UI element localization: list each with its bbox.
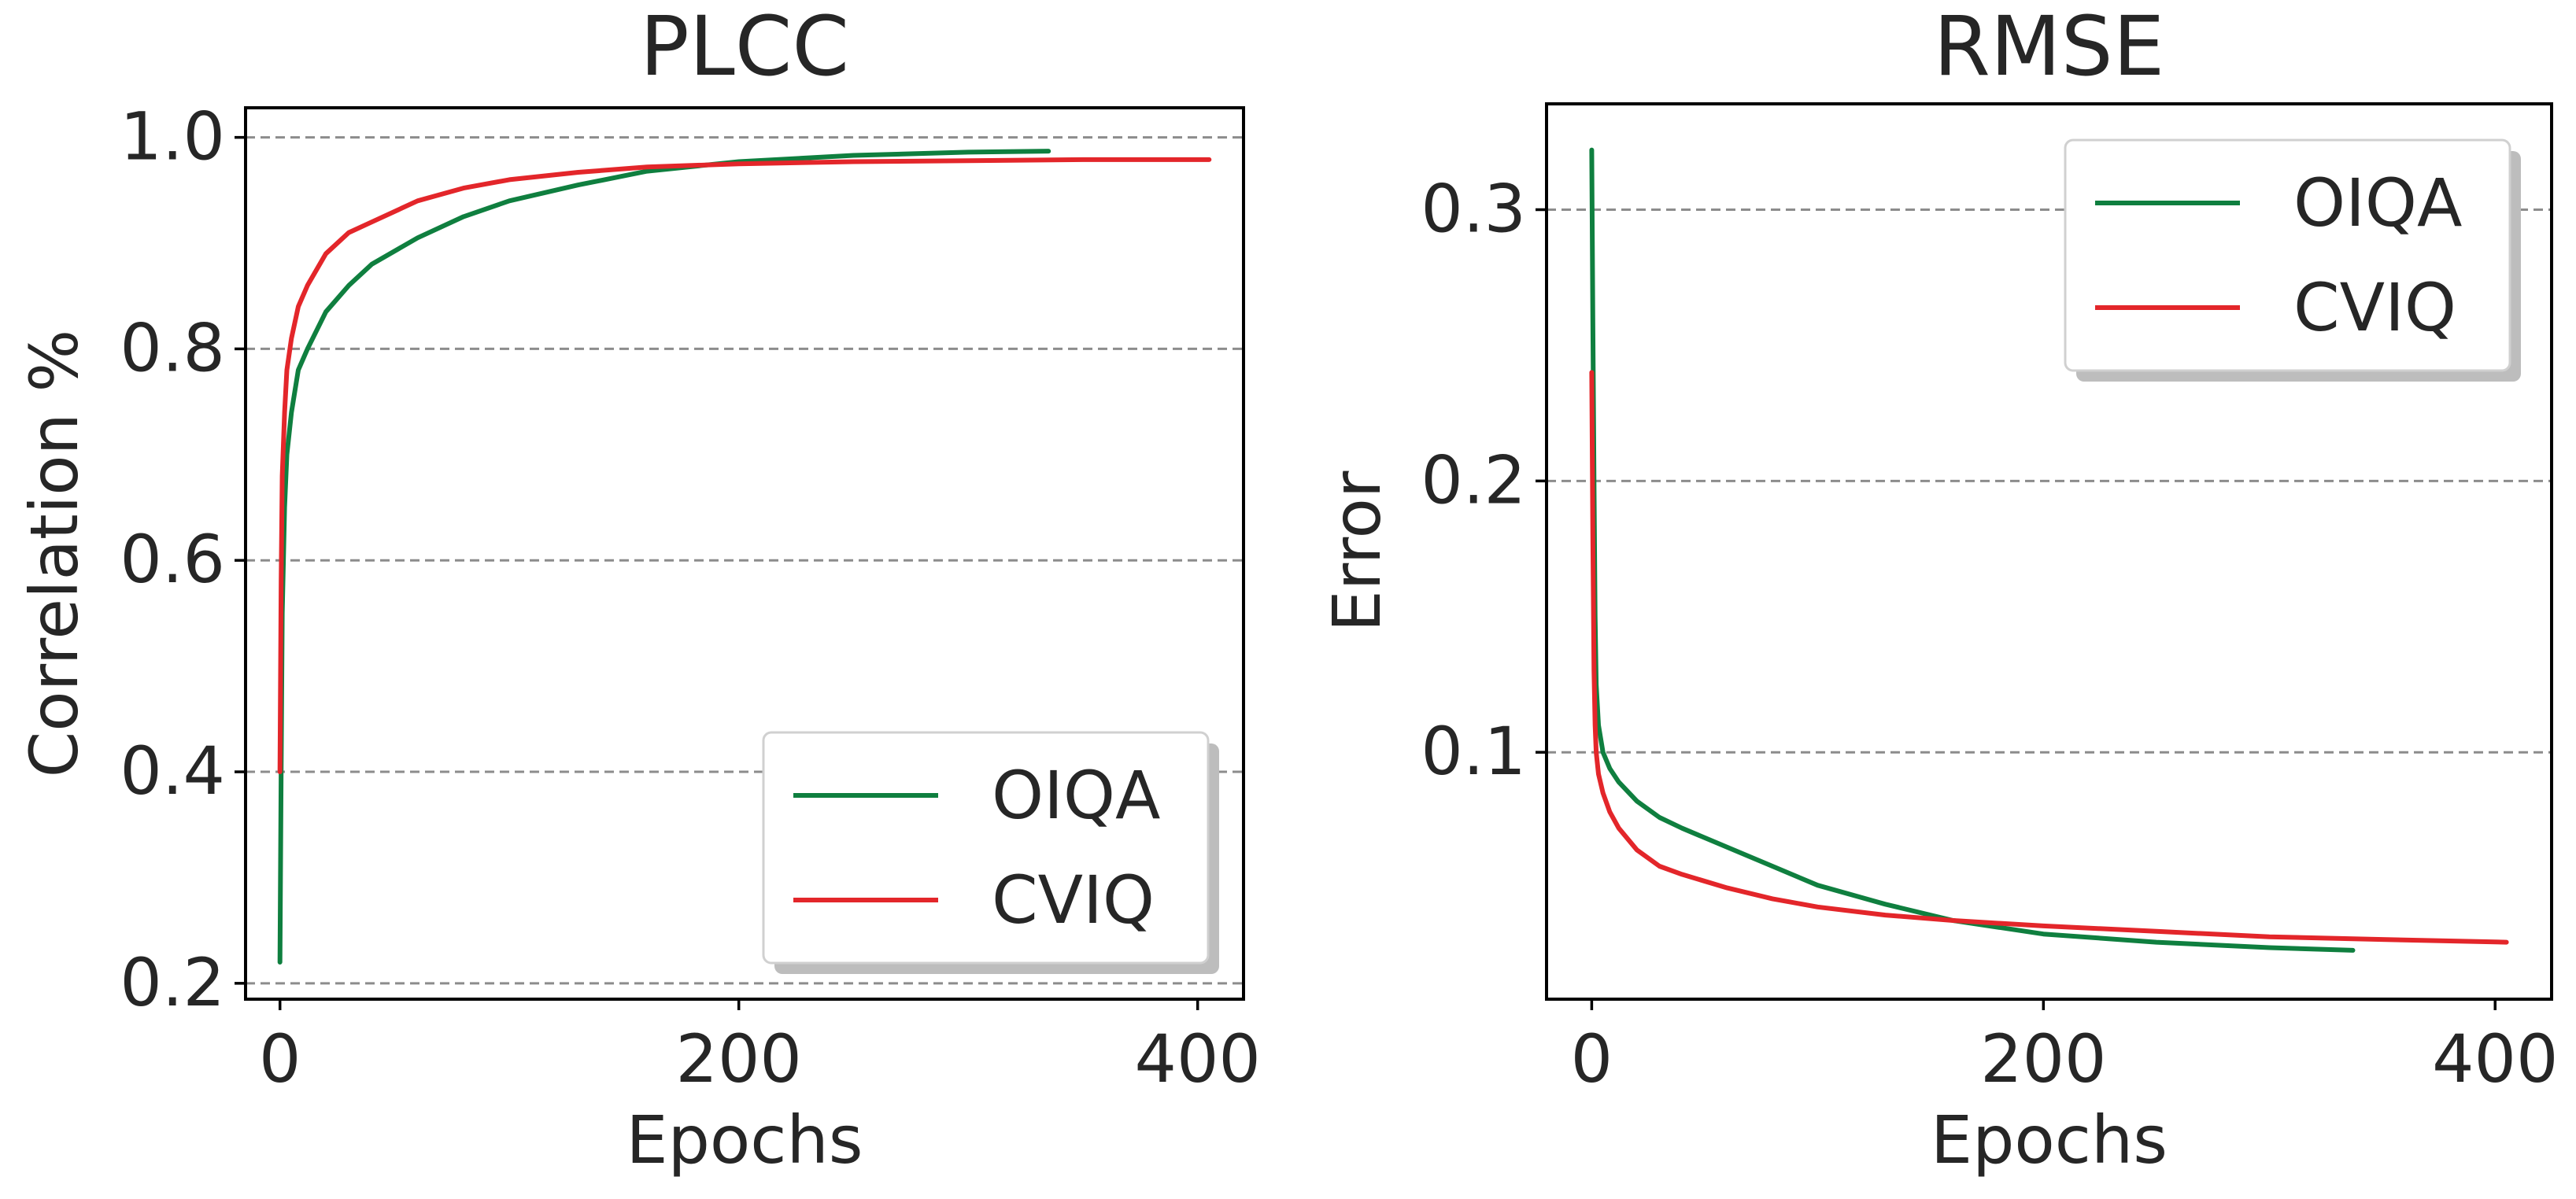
rmse-chart: 0.1 0.2 0.3 0 200 400 RMSE Epochs Error OIQA CVIQ — [1318, 0, 2558, 1179]
y-tick-label: 0.1 — [1421, 713, 1526, 790]
x-tick-label: 200 — [1980, 1020, 2106, 1098]
series-group — [1589, 147, 2509, 953]
chart-title: RMSE — [1934, 0, 2165, 94]
x-tick-label: 200 — [676, 1020, 802, 1098]
y-tick-label: 0.2 — [120, 944, 225, 1021]
y-tick-label: 1.0 — [120, 98, 225, 175]
series-line-cviq — [1589, 370, 2509, 945]
legend-box — [2064, 138, 2511, 372]
y-tick-label: 0.4 — [120, 732, 225, 810]
x-axis-label: Epochs — [1931, 1101, 2168, 1179]
legend: OIQA CVIQ — [762, 731, 1219, 974]
y-tick-label: 0.6 — [120, 521, 225, 598]
x-axis-label: Epochs — [626, 1101, 863, 1179]
y-tick-label: 0.2 — [1421, 441, 1526, 518]
legend-label-cviq: CVIQ — [992, 861, 1155, 939]
chart-title: PLCC — [640, 0, 849, 94]
x-tick-label: 400 — [2432, 1020, 2558, 1098]
legend-label-cviq: CVIQ — [2293, 269, 2456, 346]
plcc-chart: 0.2 0.4 0.6 0.8 1.0 0 200 400 PLCC Epochs Correlat… — [16, 0, 1261, 1179]
y-axis-label: Correlation % — [16, 330, 93, 778]
legend: OIQA CVIQ — [2064, 138, 2521, 382]
legend-label-oiqa: OIQA — [992, 757, 1160, 834]
plot-frame — [1545, 102, 2553, 1001]
series-line-cviq — [277, 157, 1212, 774]
x-tick-label: 400 — [1135, 1020, 1261, 1098]
y-tick-label: 0.8 — [120, 309, 225, 386]
series-group — [277, 149, 1212, 965]
legend-label-oiqa: OIQA — [2293, 164, 2462, 242]
x-tick-label: 0 — [259, 1020, 301, 1098]
y-tick-label: 0.3 — [1421, 170, 1526, 247]
x-tick-label: 0 — [1571, 1020, 1613, 1098]
plot-frame — [244, 106, 1245, 1001]
legend-box — [762, 731, 1210, 965]
y-axis-label: Error — [1318, 470, 1395, 632]
